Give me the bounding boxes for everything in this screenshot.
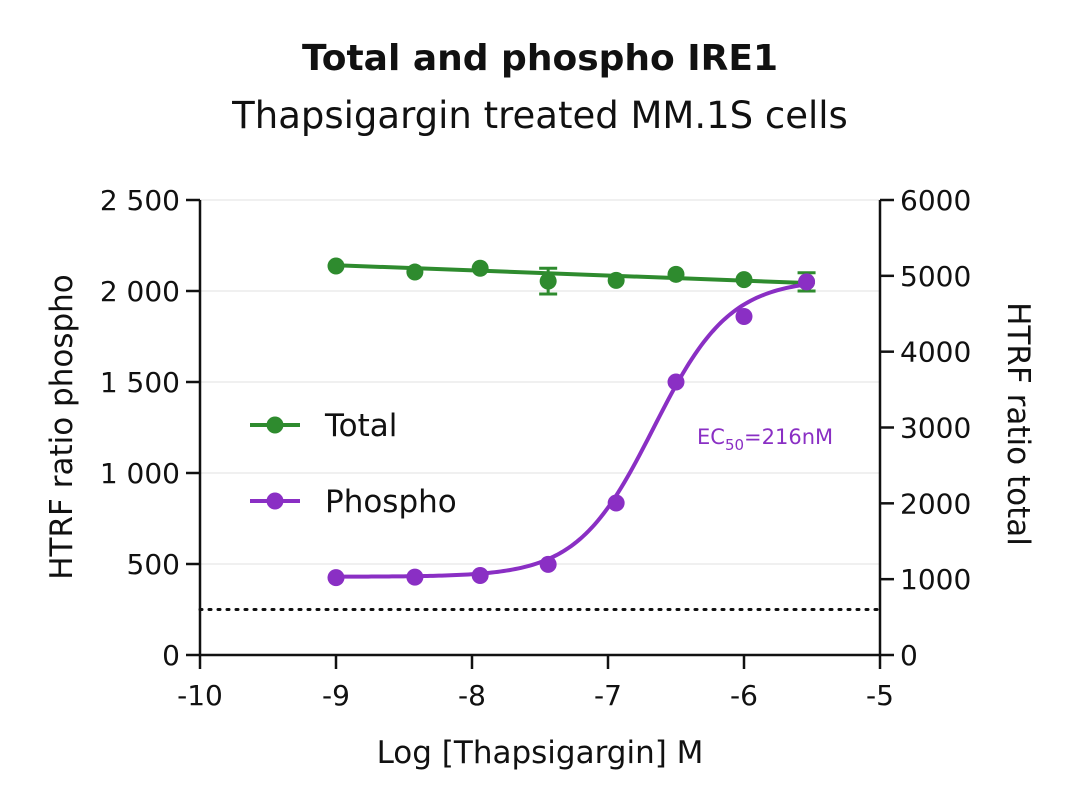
x-tick-label: -5 xyxy=(866,679,894,712)
legend-marker-total xyxy=(266,416,284,434)
y-right-tick-label: 5000 xyxy=(900,260,971,293)
ec50-annotation-subscript: 50 xyxy=(725,436,744,454)
y-right-tick-label: 1000 xyxy=(900,563,971,596)
phospho-point xyxy=(607,494,625,512)
total-point xyxy=(607,271,625,289)
fit-curves xyxy=(335,263,807,579)
ec50-annotation-tail: =216nM xyxy=(744,425,833,449)
phospho-point xyxy=(735,307,753,325)
y-left-tick-label: 1 500 xyxy=(100,366,180,399)
y-left-tick-label: 2 000 xyxy=(100,275,180,308)
phospho-point xyxy=(667,373,685,391)
y-left-tick-label: 2 500 xyxy=(100,184,180,217)
ec50-annotation-main: EC xyxy=(697,425,725,449)
phospho-point xyxy=(471,566,489,584)
y-axis-label-right: HTRF ratio total xyxy=(1000,302,1036,546)
y-left-tick-label: 1 000 xyxy=(100,457,180,490)
total-point xyxy=(327,257,345,275)
total-point xyxy=(735,271,753,289)
y-axis-label-left: HTRF ratio phospho xyxy=(44,274,80,580)
y-right-tick-label: 6000 xyxy=(900,184,971,217)
phospho-point xyxy=(539,555,557,573)
grid-lines xyxy=(200,199,880,565)
chart-subtitle: Thapsigargin treated MM.1S cells xyxy=(232,94,848,137)
data-points xyxy=(327,257,816,587)
x-tick-label: -9 xyxy=(322,679,350,712)
legend-marker-phospho xyxy=(266,492,284,510)
phospho-point xyxy=(406,568,424,586)
y-left-tick-label: 0 xyxy=(162,639,180,672)
legend-label-phospho: Phospho xyxy=(325,484,457,520)
x-tick-label: -7 xyxy=(594,679,622,712)
x-tick-label: -8 xyxy=(458,679,486,712)
total-point xyxy=(539,272,557,290)
total-point xyxy=(667,265,685,283)
y-left-tick-label: 500 xyxy=(127,548,180,581)
y-right-tick-label: 0 xyxy=(900,639,918,672)
total-point xyxy=(471,259,489,277)
legend: Total Phospho xyxy=(250,408,457,520)
phospho-point xyxy=(327,569,345,587)
phospho-fit-curve xyxy=(335,282,807,579)
ec50-annotation: EC50=216nM xyxy=(697,425,833,454)
x-tick-label: -6 xyxy=(730,679,758,712)
total-point xyxy=(406,263,424,281)
x-tick-label: -10 xyxy=(177,679,223,712)
phospho-point xyxy=(798,273,816,291)
y-right-tick-label: 3000 xyxy=(900,412,971,445)
y-right-tick-label: 2000 xyxy=(900,487,971,520)
x-axis-label: Log [Thapsigargin] M xyxy=(377,735,704,771)
chart-title: Total and phospho IRE1 xyxy=(301,38,779,79)
legend-label-total: Total xyxy=(324,408,397,444)
y-right-tick-label: 4000 xyxy=(900,336,971,369)
